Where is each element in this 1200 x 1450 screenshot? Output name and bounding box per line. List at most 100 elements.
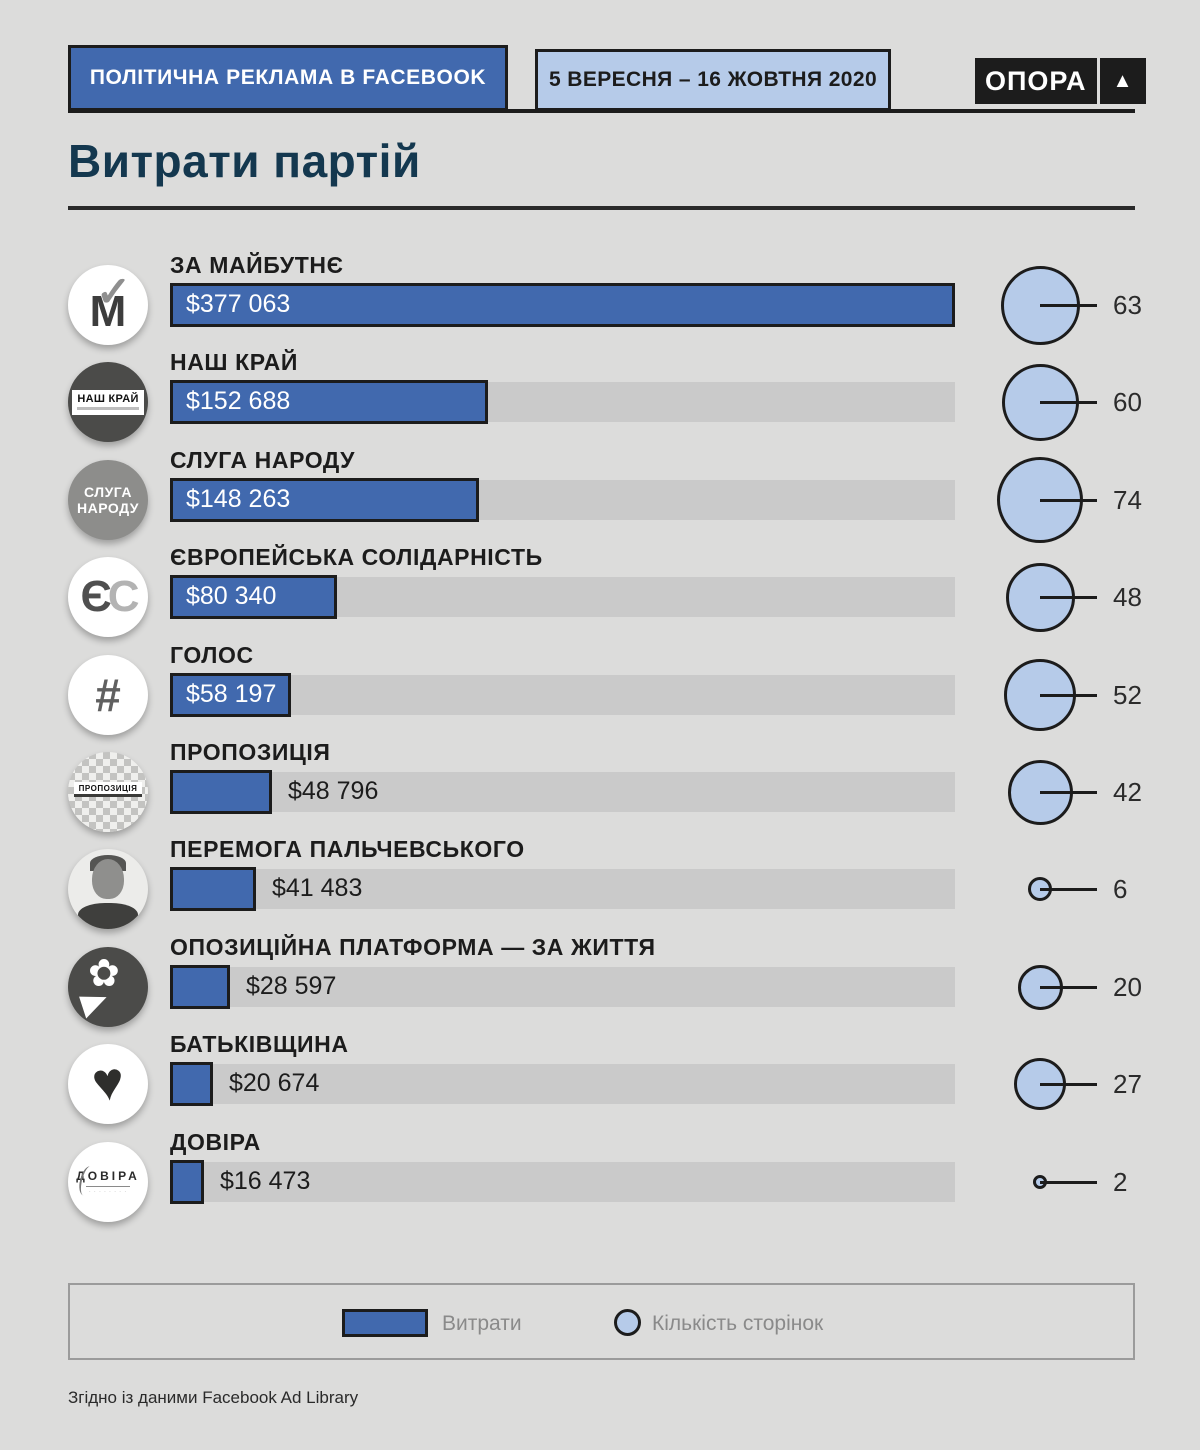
spend-value: $58 197: [186, 680, 277, 708]
logo-label: ПРОПОЗИЦІЯ: [78, 784, 138, 793]
spend-bar: [170, 1160, 204, 1204]
party-row: НАШ КРАЙ НАШ КРАЙ $152 688 60: [68, 349, 1142, 446]
party-name: ЗА МАЙБУТНЄ: [170, 252, 344, 278]
party-logo-palch: [68, 849, 148, 929]
hash-glyph-icon: #: [95, 669, 121, 721]
pages-count: 63: [1113, 290, 1142, 320]
pages-count: 27: [1113, 1069, 1142, 1099]
party-name: ПЕРЕМОГА ПАЛЬЧЕВСЬКОГО: [170, 836, 525, 862]
spend-chart: М ✓ ЗА МАЙБУТНЄ $377 063 63 НАШ КРАЙ НАШ КРАЙ $…: [68, 252, 1142, 1252]
opora-logo: ОПОРА ▲: [975, 58, 1146, 104]
pages-tick-line: [1040, 791, 1097, 794]
spend-bar: [170, 575, 337, 619]
logo-letter: М: [89, 287, 127, 336]
logo-letter: С: [107, 572, 140, 621]
pages-tick-line: [1040, 1083, 1097, 1086]
pages-count: 60: [1113, 387, 1142, 417]
party-row: ДОВІРА · · · · · · · · ДОВІРА $16 473 2: [68, 1129, 1135, 1226]
pages-count: 42: [1113, 777, 1142, 807]
pages-tick-line: [1040, 1181, 1097, 1184]
logo-label: ЄС: [80, 572, 140, 622]
pages-tick-line: [1040, 499, 1097, 502]
checkmark-icon: ✓: [96, 268, 132, 315]
spend-bar: [170, 770, 272, 814]
portrait-icon: [78, 903, 138, 929]
spend-bar: [170, 867, 256, 911]
pages-tick-line: [1040, 596, 1097, 599]
party-row: ✿ ОПОЗИЦІЙНА ПЛАТФОРМА — ЗА ЖИТТЯ $28 597 2…: [68, 934, 1142, 1031]
party-name: ПРОПОЗИЦІЯ: [170, 739, 331, 765]
party-name: НАШ КРАЙ: [170, 349, 299, 375]
spend-bar-track: [170, 869, 955, 909]
party-logo-prop: ПРОПОЗИЦІЯ: [68, 752, 148, 832]
party-logo-golos: #: [68, 655, 148, 735]
spend-bar: [170, 283, 955, 327]
logo-label: ДОВІРА: [76, 1169, 140, 1183]
legend-spend-swatch: [342, 1309, 428, 1337]
party-name: ГОЛОС: [170, 642, 254, 668]
spend-bar-track: [170, 1064, 955, 1104]
pages-count: 48: [1113, 582, 1142, 612]
party-row: ♥ БАТЬКІВЩИНА $20 674 27: [68, 1031, 1142, 1128]
date-range-label: 5 ВЕРЕСНЯ – 16 ЖОВТНЯ 2020: [548, 68, 878, 91]
pages-tick-line: [1040, 694, 1097, 697]
party-row: # ГОЛОС $58 197 52: [68, 642, 1142, 739]
party-name: СЛУГА НАРОДУ: [170, 447, 356, 473]
spend-value: $28 597: [246, 972, 337, 1000]
party-row: ПЕРЕМОГА ПАЛЬЧЕВСЬКОГО $41 483 6: [68, 836, 1135, 933]
spend-value: $152 688: [186, 387, 291, 415]
party-logo-dov: ДОВІРА · · · · · · · ·: [68, 1142, 148, 1222]
party-row: СЛУГА НАРОДУ СЛУГА НАРОДУ $148 263 74: [68, 447, 1142, 544]
party-row: ЄС ЄВРОПЕЙСЬКА СОЛІДАРНІСТЬ $80 340 48: [68, 544, 1142, 641]
spend-bar-track: [170, 772, 955, 812]
pages-count: 2: [1113, 1167, 1128, 1197]
party-logo-bat: ♥: [68, 1044, 148, 1124]
pages-tick-line: [1040, 888, 1097, 891]
topic-badge: ПОЛІТИЧНА РЕКЛАМА В FACEBOOK: [68, 45, 508, 111]
legend-spend-label: Витрати: [442, 1312, 522, 1335]
flower-dove-icon: ✿: [88, 953, 120, 995]
pages-tick-line: [1040, 401, 1097, 404]
legend-pages-circle-icon: [614, 1309, 641, 1336]
spend-bar: [170, 380, 488, 424]
spend-value: $148 263: [186, 485, 291, 513]
opora-logo-text: ОПОРА: [975, 58, 1097, 104]
logo-label-band: ПРОПОЗИЦІЯ: [74, 782, 142, 794]
logo-label-box: ДОВІРА · · · · · · · ·: [76, 1169, 140, 1195]
pages-tick-line: [1040, 304, 1097, 307]
pages-count: 52: [1113, 680, 1142, 710]
pages-tick-line: [1040, 986, 1097, 989]
spend-value: $377 063: [186, 290, 291, 318]
party-logo-sn: СЛУГА НАРОДУ: [68, 460, 148, 540]
logo-subtext: · · · · · · · ·: [88, 1189, 128, 1195]
spend-value: $16 473: [220, 1167, 311, 1195]
logo-label: СЛУГА НАРОДУ: [77, 484, 139, 516]
spend-bar: [170, 965, 230, 1009]
logo-letter: Є: [80, 572, 111, 621]
party-name: ДОВІРА: [170, 1129, 261, 1155]
spend-value: $20 674: [229, 1069, 320, 1097]
party-logo-es: ЄС: [68, 557, 148, 637]
spend-bar: [170, 478, 479, 522]
chart-legend: Витрати Кількість сторінок: [68, 1283, 1135, 1360]
party-logo-opzh: ✿: [68, 947, 148, 1027]
party-logo-nk: НАШ КРАЙ: [68, 362, 148, 442]
heart-icon: ♥: [89, 1050, 127, 1114]
portrait-icon: [92, 859, 124, 899]
party-name: БАТЬКІВЩИНА: [170, 1031, 349, 1057]
source-note: Згідно із даними Facebook Ad Library: [68, 1388, 359, 1407]
spend-bar: [170, 673, 291, 717]
page-title: Витрати партій: [68, 135, 421, 187]
topic-badge-label: ПОЛІТИЧНА РЕКЛАМА В FACEBOOK: [89, 66, 487, 89]
logo-subline: [86, 1186, 130, 1187]
spend-bar: [170, 1062, 213, 1106]
spend-bar-track: [170, 675, 955, 715]
party-name: ЄВРОПЕЙСЬКА СОЛІДАРНІСТЬ: [170, 544, 543, 570]
spend-value: $41 483: [272, 874, 363, 902]
pages-count: 20: [1113, 972, 1142, 1002]
spend-value: $48 796: [288, 777, 379, 805]
legend-pages-label: Кількість сторінок: [652, 1312, 824, 1335]
date-range-badge: 5 ВЕРЕСНЯ – 16 ЖОВТНЯ 2020: [535, 49, 891, 111]
opora-triangle-icon: ▲: [1099, 58, 1146, 104]
